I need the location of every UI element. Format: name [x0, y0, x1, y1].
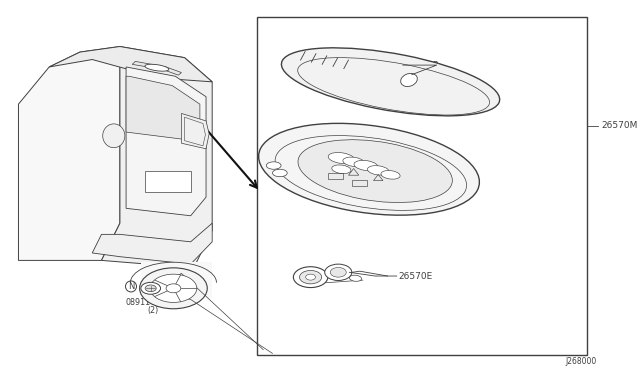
Ellipse shape — [102, 124, 125, 148]
Ellipse shape — [145, 285, 156, 292]
Polygon shape — [49, 46, 212, 82]
Text: N: N — [128, 282, 134, 291]
Polygon shape — [132, 61, 181, 75]
Ellipse shape — [166, 284, 181, 293]
Ellipse shape — [282, 48, 500, 116]
Ellipse shape — [145, 64, 169, 71]
Text: 08911-1062A: 08911-1062A — [125, 298, 179, 307]
Ellipse shape — [401, 73, 417, 87]
Ellipse shape — [343, 157, 364, 167]
Polygon shape — [181, 113, 209, 149]
Ellipse shape — [266, 162, 281, 169]
Text: 26570B: 26570B — [404, 61, 440, 70]
Bar — [353, 180, 367, 186]
Ellipse shape — [306, 274, 316, 280]
Ellipse shape — [332, 165, 351, 174]
Ellipse shape — [273, 169, 287, 177]
Ellipse shape — [141, 282, 161, 294]
Text: 26570M: 26570M — [601, 121, 637, 130]
Ellipse shape — [324, 264, 352, 280]
Bar — [141, 262, 212, 298]
Text: 26570E: 26570E — [399, 272, 433, 280]
Ellipse shape — [298, 140, 452, 202]
Polygon shape — [19, 46, 120, 260]
Text: (2): (2) — [147, 306, 158, 315]
Ellipse shape — [140, 268, 207, 309]
Ellipse shape — [354, 160, 378, 171]
Ellipse shape — [150, 274, 197, 302]
Ellipse shape — [328, 153, 355, 164]
Ellipse shape — [259, 124, 479, 215]
Ellipse shape — [275, 135, 467, 211]
Ellipse shape — [330, 267, 346, 277]
Polygon shape — [126, 67, 206, 216]
Bar — [328, 173, 342, 179]
Ellipse shape — [367, 166, 389, 175]
Polygon shape — [126, 76, 200, 141]
Ellipse shape — [381, 170, 400, 179]
Ellipse shape — [300, 270, 322, 284]
Ellipse shape — [293, 267, 328, 288]
Bar — [257, 17, 588, 355]
Ellipse shape — [349, 275, 362, 281]
Polygon shape — [92, 223, 212, 264]
Polygon shape — [102, 46, 212, 268]
Bar — [145, 171, 191, 192]
Text: J268000: J268000 — [565, 357, 596, 366]
